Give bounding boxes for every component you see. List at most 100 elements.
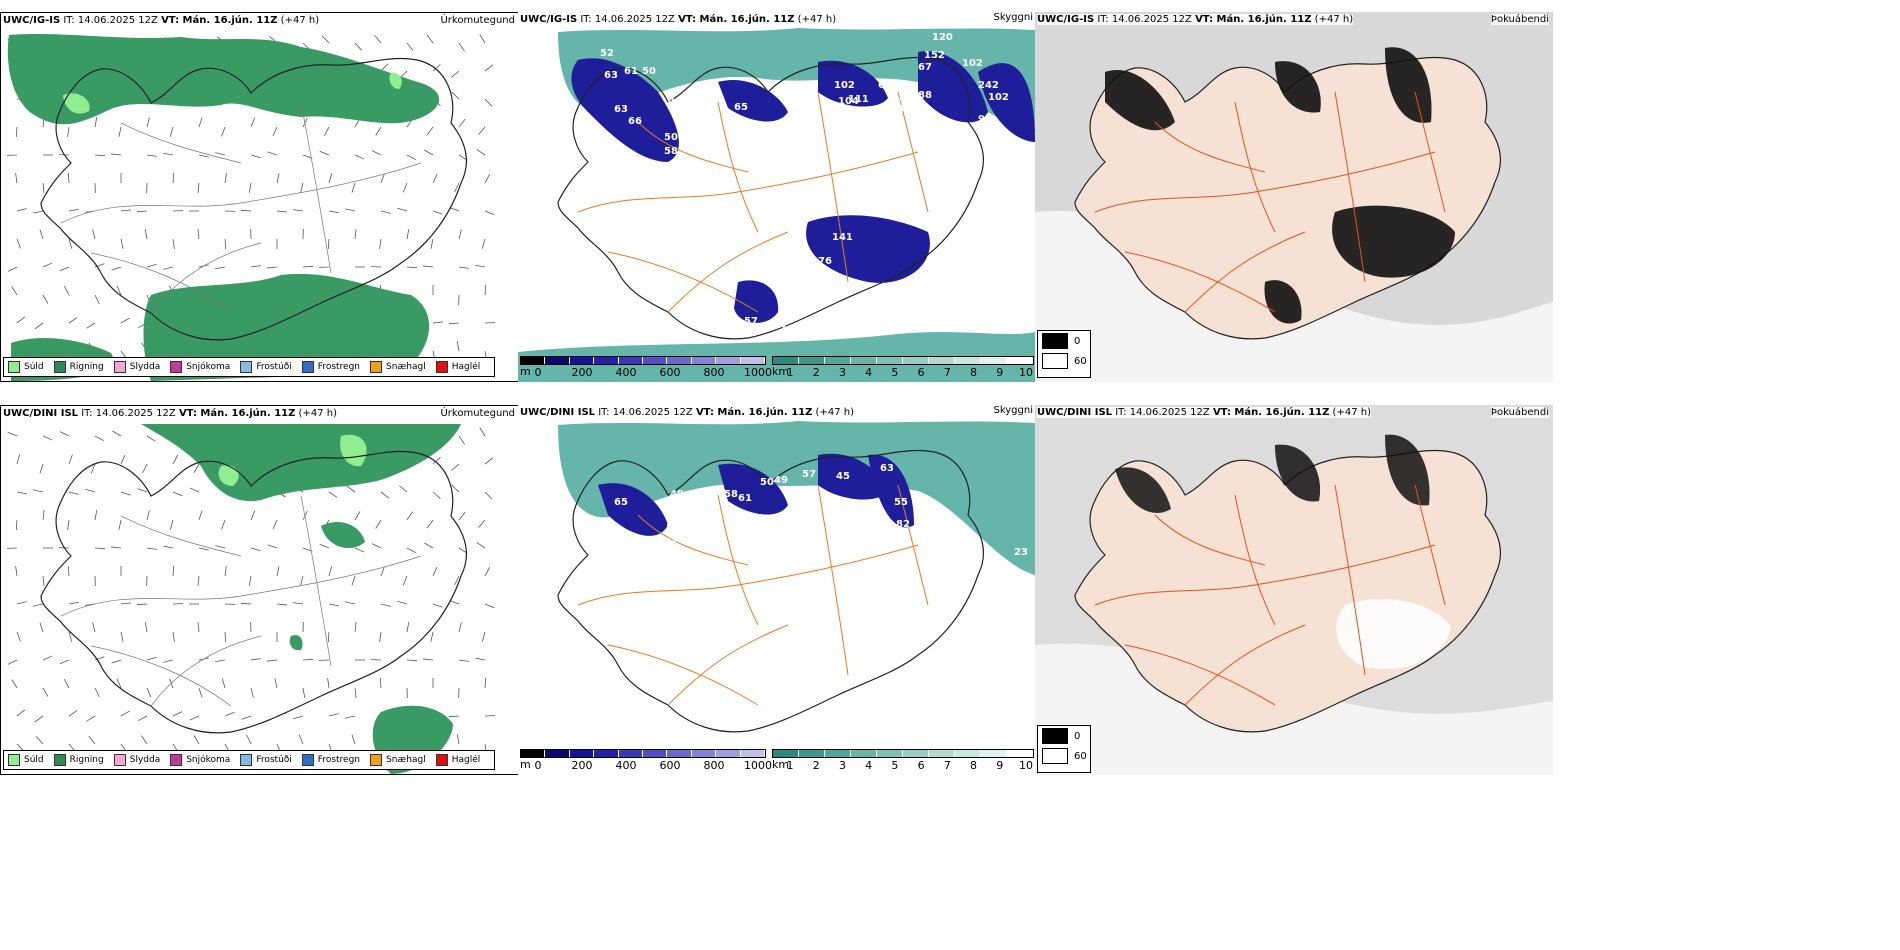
wind-barb bbox=[276, 173, 280, 184]
wind-barb bbox=[458, 42, 465, 52]
scale-tick-label: 2 bbox=[812, 759, 820, 772]
wind-barb bbox=[426, 34, 434, 44]
valid-time: VT: Mán. 16.jún. 11Z bbox=[161, 15, 278, 26]
wind-barb bbox=[68, 491, 79, 495]
fog-legend-row: 60 bbox=[1042, 746, 1090, 766]
scale-segment bbox=[740, 750, 766, 757]
visibility-value-label: 111 bbox=[848, 94, 869, 105]
wind-barb bbox=[379, 677, 382, 689]
wind-barb bbox=[267, 151, 278, 156]
scale-colorbar bbox=[520, 749, 766, 758]
scale-segment bbox=[825, 357, 851, 364]
wind-barb bbox=[146, 547, 157, 550]
wind-barb bbox=[15, 566, 18, 577]
wind-barb bbox=[458, 659, 469, 662]
valid-time: VT: Mán. 16.jún. 11Z bbox=[695, 407, 813, 418]
wind-barb bbox=[478, 126, 486, 135]
lead-time: (+47 h) bbox=[280, 15, 320, 26]
scale-segment bbox=[643, 357, 668, 364]
wind-barb bbox=[198, 547, 209, 551]
wind-barb bbox=[116, 678, 122, 689]
visibility-value-label: 65 bbox=[734, 102, 748, 113]
legend-label: Haglél bbox=[451, 362, 481, 372]
wind-barb bbox=[354, 511, 361, 521]
wind-barb bbox=[430, 238, 434, 249]
wind-barb bbox=[354, 687, 357, 698]
scale-tick-label: 8 bbox=[970, 366, 978, 379]
wind-barb bbox=[120, 317, 130, 324]
wind-barb bbox=[354, 547, 365, 553]
legend-swatch bbox=[113, 361, 126, 373]
wind-barb bbox=[172, 711, 183, 717]
scale-segment bbox=[799, 750, 825, 757]
wind-barb bbox=[36, 736, 44, 745]
scale-tick-label: 10 bbox=[1019, 366, 1033, 379]
wind-barb bbox=[163, 152, 174, 156]
legend-label: Rigning bbox=[69, 362, 104, 372]
wind-barb bbox=[42, 262, 53, 268]
legend-item-haglél: Haglél bbox=[435, 754, 480, 766]
wind-barb bbox=[68, 631, 73, 642]
wind-barb bbox=[484, 98, 493, 107]
wind-barb bbox=[120, 710, 130, 717]
wind-barb bbox=[354, 42, 362, 51]
valid-time: VT: Mán. 16.jún. 11Z bbox=[1212, 407, 1330, 418]
scale-tick-label: 400 bbox=[615, 759, 637, 772]
wind-barb bbox=[120, 209, 131, 212]
wind-barb bbox=[16, 743, 25, 752]
scale-segment bbox=[773, 750, 799, 757]
legend-swatch bbox=[301, 361, 314, 373]
wind-barb bbox=[448, 715, 460, 718]
wind-barb bbox=[163, 659, 174, 663]
wind-barb bbox=[144, 229, 148, 240]
wind-barb bbox=[432, 566, 438, 577]
wind-barb bbox=[272, 126, 278, 137]
scale-tick-label: 9 bbox=[996, 759, 1004, 772]
wind-barb bbox=[458, 118, 466, 128]
scale-segment bbox=[981, 750, 1007, 757]
wind-barb bbox=[479, 427, 486, 437]
wind-barb bbox=[163, 266, 174, 270]
wind-barb bbox=[302, 117, 308, 128]
wind-barb bbox=[432, 321, 443, 324]
wind-barb bbox=[379, 238, 382, 249]
legend-item-súld: Súld bbox=[8, 361, 44, 373]
fog-index-legend: 0 60 bbox=[1037, 725, 1091, 773]
wind-barb bbox=[250, 117, 256, 128]
legend-swatch bbox=[370, 754, 383, 766]
wind-barb bbox=[112, 430, 122, 437]
scale-segment bbox=[877, 357, 903, 364]
wind-barb bbox=[189, 715, 200, 721]
wind-barb bbox=[345, 715, 356, 719]
visibility-value-label: 66 bbox=[628, 116, 642, 127]
fog-legend-value: 0 bbox=[1074, 730, 1081, 742]
scale-segment bbox=[643, 750, 668, 757]
scale-tick-label: 400 bbox=[615, 366, 637, 379]
fog-legend-value: 60 bbox=[1074, 355, 1087, 367]
wind-barb bbox=[267, 266, 278, 269]
wind-barb bbox=[475, 657, 486, 661]
wind-barb bbox=[68, 317, 78, 324]
valid-time: VT: Mán. 16.jún. 11Z bbox=[1195, 14, 1312, 25]
wind-barb bbox=[293, 602, 304, 605]
legend-swatch bbox=[53, 754, 66, 766]
wind-barb bbox=[397, 600, 408, 605]
wind-barb bbox=[120, 631, 124, 642]
wind-barb bbox=[432, 491, 441, 499]
panel-bottom-precip: UWC/DINI ISL IT: 14.06.2025 12Z VT: Mán.… bbox=[0, 405, 520, 775]
wind-barb bbox=[136, 603, 148, 606]
wind-barb bbox=[451, 91, 460, 100]
wind-barb bbox=[42, 182, 45, 193]
visibility-value-label: 55 bbox=[894, 497, 908, 508]
visibility-scale: km 1 2 3 4 5 6 7 8 9 10 bbox=[772, 749, 1034, 772]
wind-barb bbox=[250, 510, 256, 521]
wind-barb bbox=[298, 734, 304, 745]
wind-barb bbox=[481, 631, 486, 642]
wind-barb bbox=[406, 266, 418, 269]
scale-tick-label: 4 bbox=[865, 366, 873, 379]
wind-barb bbox=[476, 149, 486, 156]
fog-index-map-top bbox=[1035, 12, 1553, 382]
panel-type-label: Úrkomutegund bbox=[440, 15, 515, 26]
wind-barb bbox=[146, 656, 157, 661]
wind-barb bbox=[68, 208, 79, 212]
